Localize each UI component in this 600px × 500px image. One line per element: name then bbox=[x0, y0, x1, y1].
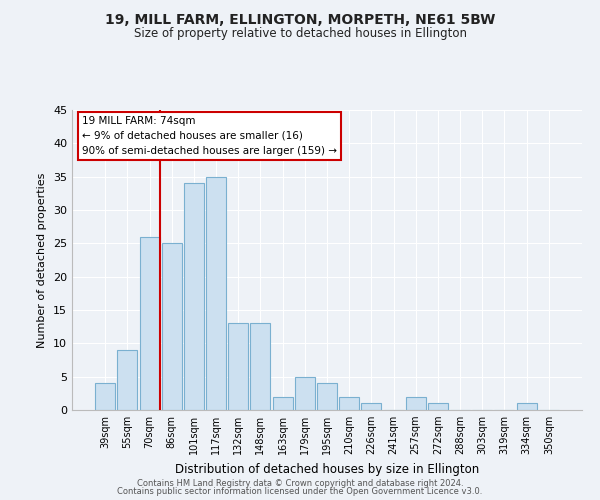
Text: Contains public sector information licensed under the Open Government Licence v3: Contains public sector information licen… bbox=[118, 487, 482, 496]
Bar bbox=[95, 384, 115, 410]
Bar bbox=[317, 384, 337, 410]
Text: 19 MILL FARM: 74sqm
← 9% of detached houses are smaller (16)
90% of semi-detache: 19 MILL FARM: 74sqm ← 9% of detached hou… bbox=[82, 116, 337, 156]
Y-axis label: Number of detached properties: Number of detached properties bbox=[37, 172, 47, 348]
Bar bbox=[406, 396, 426, 410]
Bar bbox=[118, 350, 137, 410]
Text: Size of property relative to detached houses in Ellington: Size of property relative to detached ho… bbox=[133, 28, 467, 40]
Bar bbox=[517, 404, 536, 410]
Bar bbox=[184, 184, 204, 410]
Bar bbox=[428, 404, 448, 410]
Bar bbox=[162, 244, 182, 410]
Text: Contains HM Land Registry data © Crown copyright and database right 2024.: Contains HM Land Registry data © Crown c… bbox=[137, 478, 463, 488]
X-axis label: Distribution of detached houses by size in Ellington: Distribution of detached houses by size … bbox=[175, 462, 479, 475]
Bar bbox=[295, 376, 315, 410]
Bar bbox=[228, 324, 248, 410]
Bar bbox=[206, 176, 226, 410]
Bar bbox=[140, 236, 160, 410]
Bar bbox=[250, 324, 271, 410]
Bar bbox=[339, 396, 359, 410]
Text: 19, MILL FARM, ELLINGTON, MORPETH, NE61 5BW: 19, MILL FARM, ELLINGTON, MORPETH, NE61 … bbox=[105, 12, 495, 26]
Bar bbox=[361, 404, 382, 410]
Bar bbox=[272, 396, 293, 410]
